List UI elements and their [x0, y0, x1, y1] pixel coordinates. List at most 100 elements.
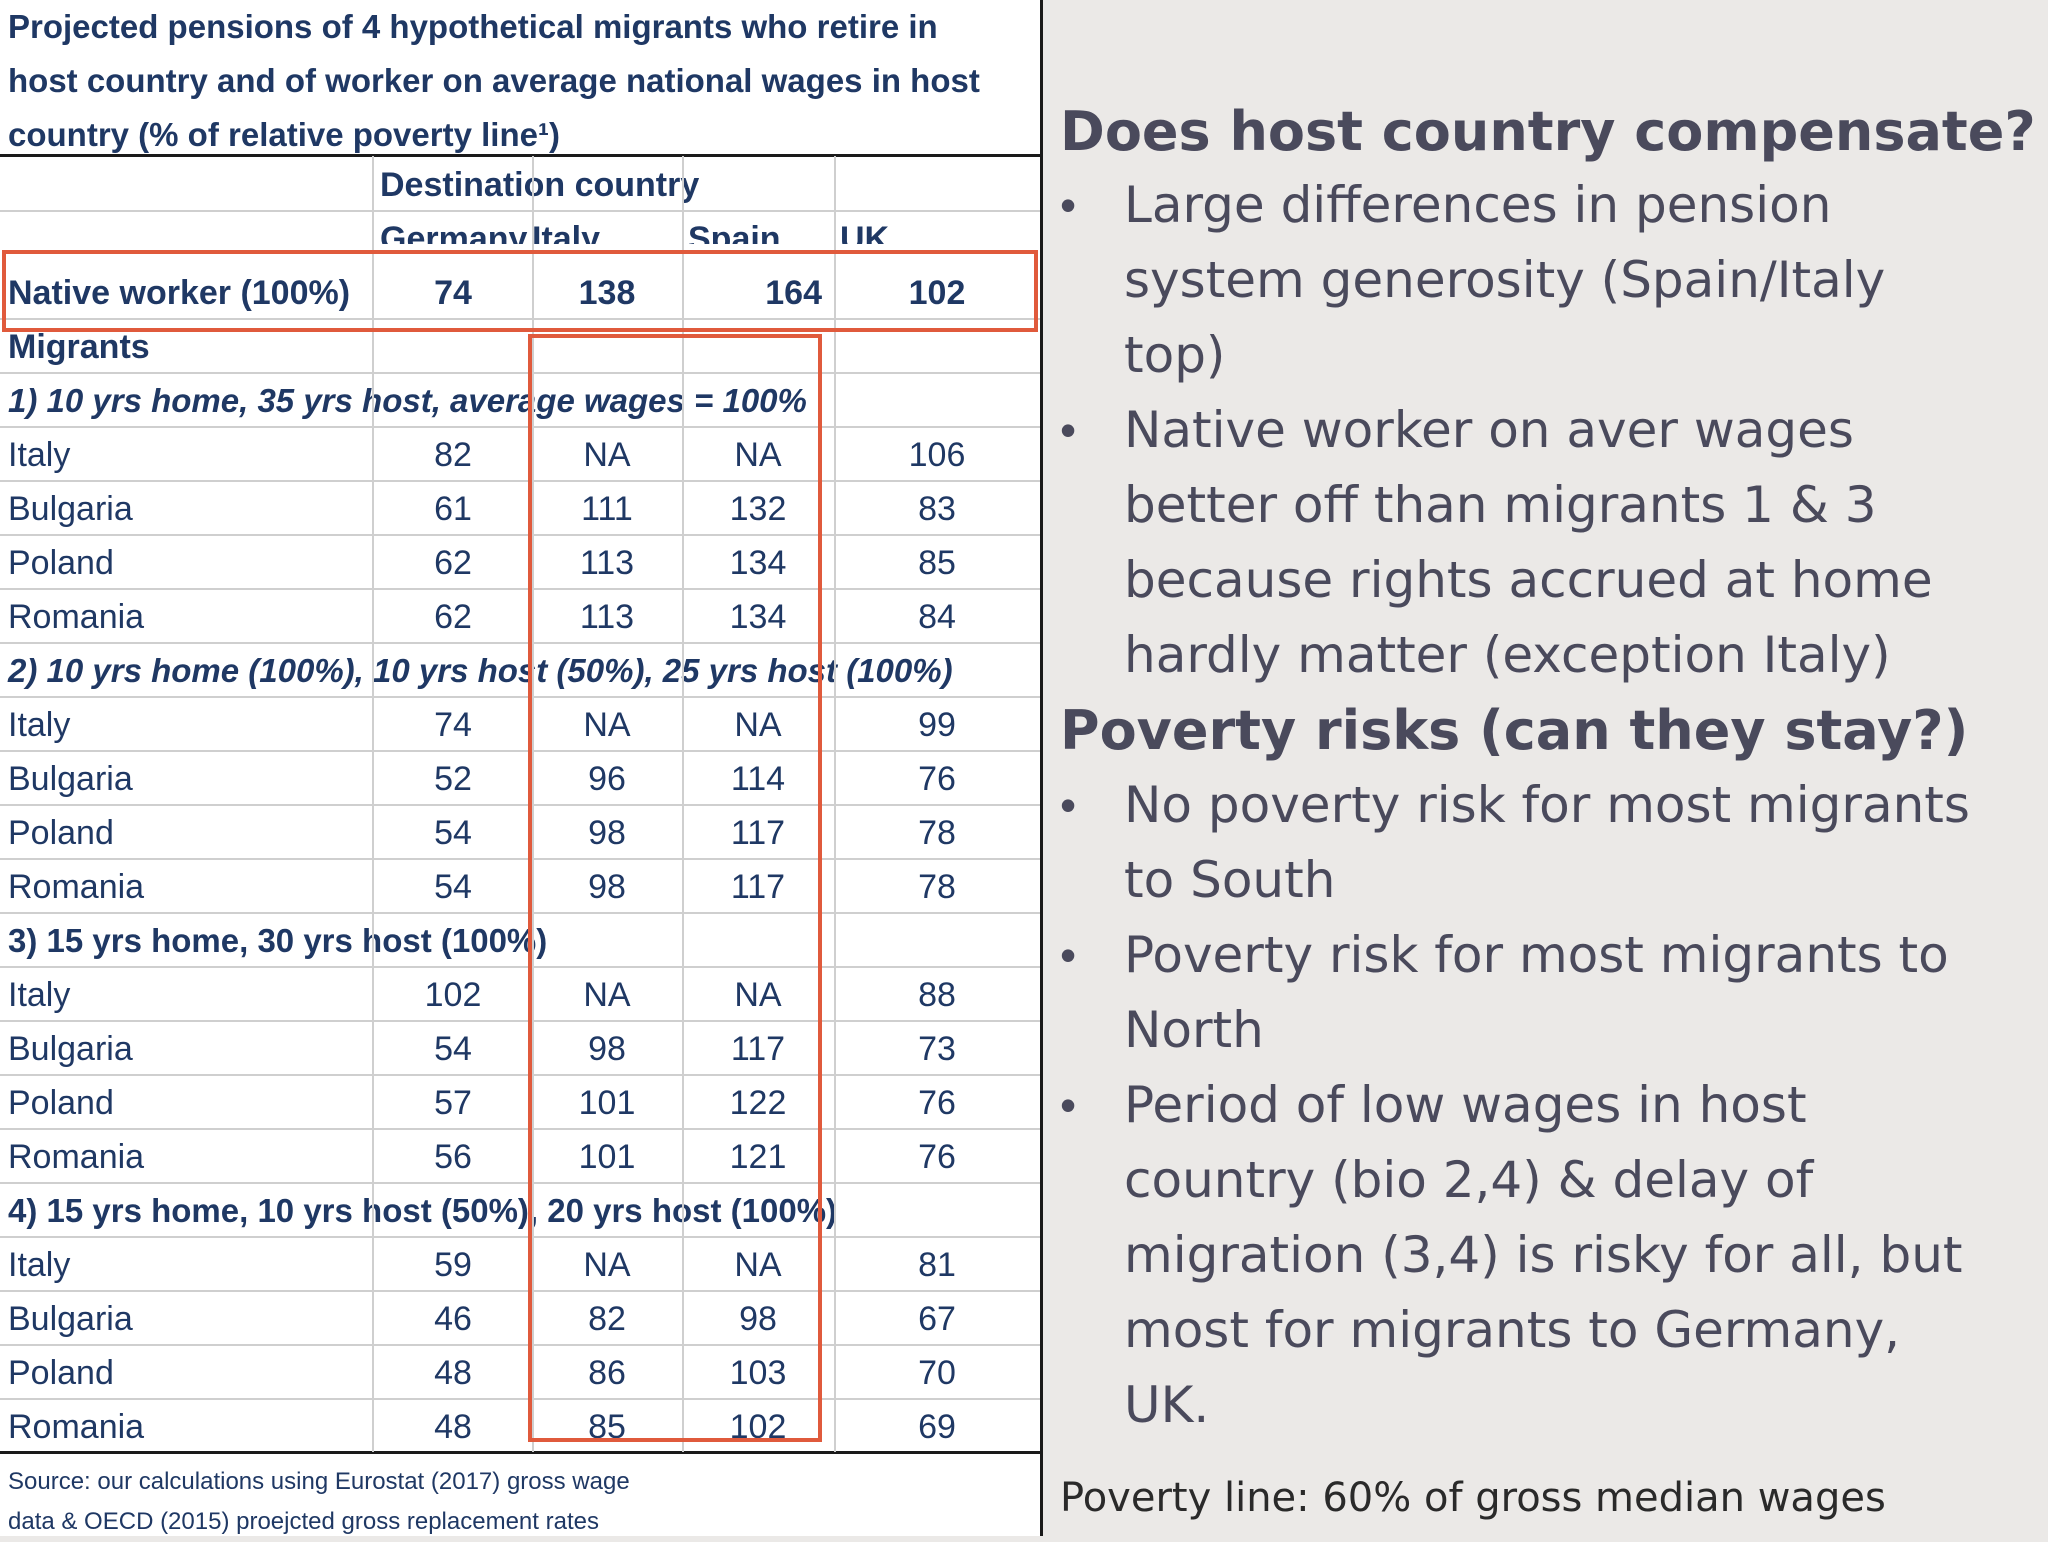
bullet-line: North [1124, 1001, 1264, 1059]
row-value: NA [734, 976, 782, 1014]
row-divider [0, 696, 1040, 698]
row-value: 96 [588, 760, 626, 798]
bullet-line: migration (3,4) is risky for all, but [1124, 1226, 1963, 1284]
row-country-label: Poland [8, 1354, 114, 1392]
row-value: 48 [434, 1354, 472, 1392]
row-value: 117 [730, 868, 786, 906]
row-divider [0, 750, 1040, 752]
row-value: 111 [581, 490, 633, 528]
heading-poverty-risks: Poverty risks (can they stay?) [1060, 699, 1969, 762]
row-value: 54 [434, 814, 472, 852]
migrants-label: Migrants [8, 328, 150, 366]
column-divider [532, 156, 534, 1452]
column-header: Italy [532, 220, 601, 244]
row-value: 76 [918, 1084, 956, 1122]
bullet-line: UK. [1124, 1376, 1210, 1434]
row-value: 117 [730, 1030, 786, 1068]
row-divider [0, 318, 1040, 320]
row-divider [0, 534, 1040, 536]
bullet-icon: • [1060, 1079, 1077, 1131]
table-row: Poland 54 98 117 78 [0, 804, 1040, 858]
native-worker-value: 102 [908, 274, 966, 312]
row-value: NA [734, 436, 782, 474]
table-row: Romania 62 113 134 84 [0, 588, 1040, 642]
row-divider [0, 1074, 1040, 1076]
row-value: 85 [918, 544, 956, 582]
poverty-line-note: Poverty line: 60% of gross median wages [1060, 1475, 1886, 1521]
migrants-label-row: Migrants [0, 318, 1040, 372]
row-value: 101 [578, 1084, 636, 1122]
row-value: NA [583, 436, 631, 474]
native-worker-row: Native worker (100%) 74 138 164 102 [0, 264, 1040, 318]
row-value: 70 [918, 1354, 956, 1392]
bullet-line: country (bio 2,4) & delay of [1124, 1151, 1814, 1209]
table-row: Italy 74 NA NA 99 [0, 696, 1040, 750]
table-row: Italy 59 NA NA 81 [0, 1236, 1040, 1290]
row-value: 113 [579, 544, 635, 582]
row-value: 86 [588, 1354, 626, 1392]
row-country-label: Bulgaria [8, 490, 133, 528]
row-value: 81 [918, 1246, 956, 1284]
bullet-line: Native worker on aver wages [1124, 401, 1854, 459]
row-value: 101 [578, 1138, 636, 1176]
source-line: data & OECD (2015) proejcted gross repla… [8, 1508, 599, 1535]
bullet-icon: • [1060, 404, 1077, 456]
row-country-label: Poland [8, 544, 114, 582]
bullet-icon: • [1060, 929, 1077, 981]
row-value: 106 [908, 436, 966, 474]
row-value: 76 [918, 760, 956, 798]
column-divider [372, 156, 374, 1452]
row-value: 56 [434, 1138, 472, 1176]
column-header: UK [840, 220, 890, 244]
row-value: 67 [918, 1300, 956, 1338]
row-divider [0, 1128, 1040, 1130]
bullet-line: to South [1124, 851, 1336, 909]
table-row: Italy 82 NA NA 106 [0, 426, 1040, 480]
table-row: Poland 62 113 134 85 [0, 534, 1040, 588]
bullet-line: hardly matter (exception Italy) [1124, 626, 1891, 684]
table-row: Bulgaria 46 82 98 67 [0, 1290, 1040, 1344]
row-value: 62 [434, 598, 472, 636]
source-line: Source: our calculations using Eurostat … [8, 1468, 630, 1495]
row-value: 98 [588, 1030, 626, 1068]
table-row: Italy 102 NA NA 88 [0, 966, 1040, 1020]
bullet-line: Poverty risk for most migrants to [1124, 926, 1949, 984]
column-header: Germany [380, 220, 528, 244]
row-value: 103 [729, 1354, 787, 1392]
south-columns-highlight-box [528, 334, 822, 1442]
table-column-header-row: Germany Italy Spain UK [0, 210, 1040, 244]
table-title-line: Projected pensions of 4 hypothetical mig… [8, 8, 938, 45]
row-value: 134 [729, 544, 787, 582]
row-value: 98 [739, 1300, 777, 1338]
row-divider [0, 210, 1040, 212]
row-country-label: Poland [8, 1084, 114, 1122]
row-divider [0, 372, 1040, 374]
bullet-icon: • [1060, 779, 1077, 831]
row-country-label: Italy [8, 706, 71, 744]
native-row-highlight-box [2, 250, 1038, 332]
table-row: Bulgaria 61 111 132 83 [0, 480, 1040, 534]
native-worker-value: 138 [578, 274, 636, 312]
bullet-icon: • [1060, 179, 1077, 231]
row-country-label: Italy [8, 436, 71, 474]
row-divider [0, 1344, 1040, 1346]
table-bottom-rule [0, 1451, 1040, 1454]
row-divider [0, 1290, 1040, 1292]
row-value: 62 [434, 544, 472, 582]
row-value: 52 [434, 760, 472, 798]
table-title-line: country (% of relative poverty line¹) [8, 116, 560, 153]
row-divider [0, 858, 1040, 860]
row-divider [0, 480, 1040, 482]
row-country-label: Poland [8, 814, 114, 852]
row-value: 74 [434, 706, 472, 744]
bullet-line: Period of low wages in host [1124, 1076, 1807, 1134]
table-row: Poland 57 101 122 76 [0, 1074, 1040, 1128]
row-divider [0, 426, 1040, 428]
table-row: Bulgaria 54 98 117 73 [0, 1020, 1040, 1074]
column-header: Spain [688, 220, 781, 244]
table-title-line: host country and of worker on average na… [8, 62, 980, 99]
row-divider [0, 804, 1040, 806]
row-value: 134 [729, 598, 787, 636]
row-divider [0, 912, 1040, 914]
section-title: 2) 10 yrs home (100%), 10 yrs host (50%)… [8, 652, 953, 689]
